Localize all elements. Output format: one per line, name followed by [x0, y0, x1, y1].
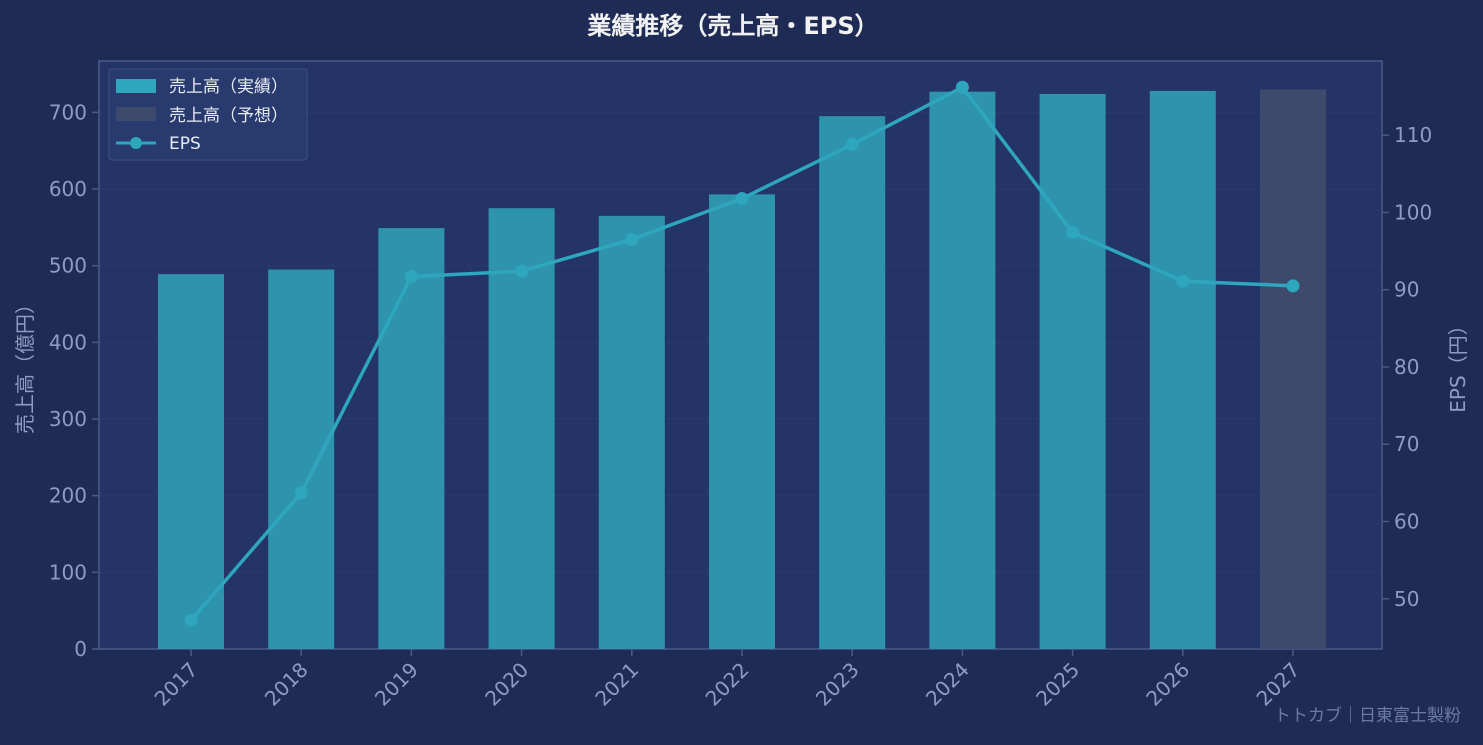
y2-tick-label-100: 100 — [1394, 200, 1432, 224]
eps-point-2022 — [735, 192, 749, 206]
y-tick-label-300: 300 — [49, 407, 87, 431]
line-layer — [184, 80, 1300, 627]
eps-point-2021 — [625, 232, 639, 246]
legend-label-actual: 売上高（実績） — [169, 77, 288, 97]
bar-actual-2017 — [158, 274, 224, 649]
y-tick-label-500: 500 — [49, 254, 87, 278]
y2-tick-label-50: 50 — [1394, 587, 1419, 611]
x-tick-label-2017: 2017 — [150, 658, 203, 711]
eps-point-2025 — [1066, 226, 1080, 240]
x-tick-label-2025: 2025 — [1031, 658, 1084, 711]
x-tick-label-2027: 2027 — [1252, 658, 1305, 711]
bar-actual-2023 — [819, 116, 886, 649]
x-tick-label-2018: 2018 — [260, 658, 313, 711]
x-tick-label-2024: 2024 — [921, 658, 974, 711]
watermark: トトカブ｜日東富士製粉 — [1274, 705, 1461, 726]
bar-actual-2026 — [1149, 90, 1216, 649]
eps-point-2026 — [1176, 274, 1190, 288]
bar-actual-2019 — [378, 228, 445, 650]
y-tick-label-200: 200 — [49, 484, 87, 508]
legend-label-forecast: 売上高（予想） — [169, 106, 288, 126]
legend-label-eps: EPS — [169, 134, 201, 154]
legend-box — [108, 68, 308, 161]
y-axis-label: 売上高（億円） — [13, 294, 37, 434]
eps-point-2020 — [515, 264, 529, 278]
bar-actual-2025 — [1039, 93, 1106, 650]
y-tick-label-700: 700 — [49, 100, 87, 124]
y2-axis-label: EPS（円） — [1446, 315, 1470, 412]
x-tick-label-2023: 2023 — [811, 658, 864, 711]
y-tick-label-0: 0 — [74, 637, 87, 661]
legend: 売上高（実績） 売上高（予想） EPS — [108, 68, 308, 161]
legend-swatch-actual — [116, 79, 156, 93]
x-tick-label-2019: 2019 — [370, 658, 423, 711]
y2-tick-label-70: 70 — [1394, 432, 1419, 456]
y-tick-label-400: 400 — [49, 330, 87, 354]
x-tick-label-2020: 2020 — [480, 658, 533, 711]
bar-actual-2022 — [709, 194, 775, 649]
bar-actual-2021 — [598, 215, 665, 649]
y2-tick-label-90: 90 — [1394, 278, 1419, 302]
eps-point-2024 — [955, 80, 969, 94]
x-tick-label-2021: 2021 — [590, 658, 643, 711]
bar-actual-2020 — [488, 208, 555, 649]
bar-forecast-2027 — [1260, 89, 1326, 650]
x-tick-label-2022: 2022 — [701, 658, 754, 711]
eps-point-2023 — [845, 137, 859, 151]
legend-marker-eps — [130, 137, 142, 149]
chart-title: 業績推移（売上高・EPS） — [587, 12, 878, 40]
y2-tick-label-60: 60 — [1394, 510, 1419, 534]
x-tick-label-2026: 2026 — [1141, 658, 1194, 711]
bar-actual-2018 — [268, 269, 335, 649]
y2-tick-label-110: 110 — [1394, 123, 1432, 147]
bar-actual-2024 — [929, 91, 996, 650]
y-tick-label-100: 100 — [49, 560, 87, 584]
y2-tick-label-80: 80 — [1394, 355, 1419, 379]
eps-point-2018 — [294, 486, 308, 500]
eps-point-2027 — [1286, 279, 1300, 293]
eps-point-2017 — [184, 613, 198, 627]
y-tick-label-600: 600 — [49, 177, 87, 201]
bar-layer — [158, 89, 1326, 650]
legend-swatch-forecast — [116, 107, 156, 121]
eps-point-2019 — [404, 270, 418, 284]
